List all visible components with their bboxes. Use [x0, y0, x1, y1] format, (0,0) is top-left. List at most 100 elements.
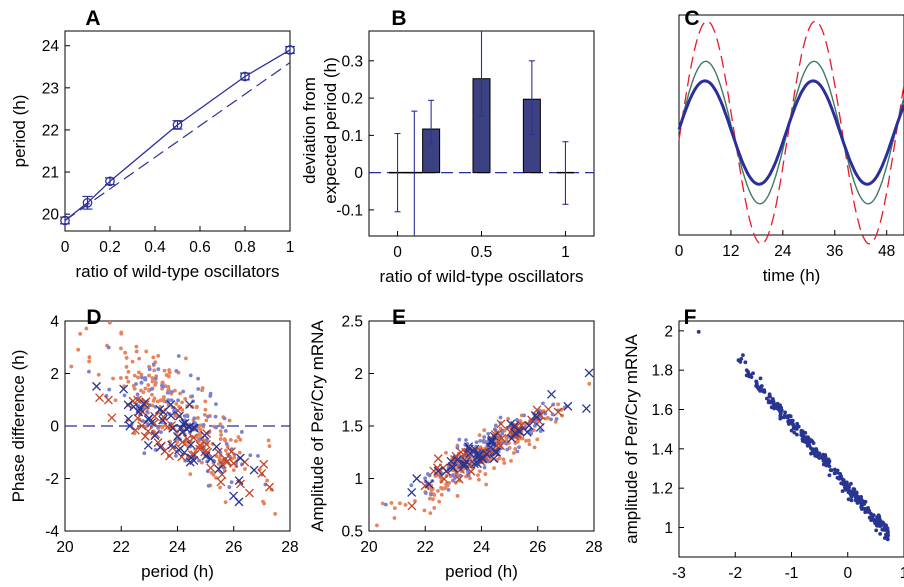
scatter-point-dot — [861, 499, 866, 504]
scatter-point-dot — [126, 379, 131, 384]
scatter-point-dot — [409, 483, 414, 488]
scatter-point-dot — [217, 456, 222, 461]
scatter-point-dot — [153, 380, 158, 385]
scatter-point-cross — [429, 466, 439, 476]
scatter-point-dot — [132, 373, 137, 378]
scatter-point-dot — [853, 498, 858, 503]
x-tick-label: -2 — [728, 565, 742, 582]
y-tick-label: 0 — [354, 165, 363, 182]
scatter-point-dot — [851, 490, 856, 495]
scatter-point-dot — [192, 416, 197, 421]
scatter-point-dot — [176, 398, 181, 403]
scatter-point-cross — [412, 474, 422, 484]
y-tick-label: 0.5 — [341, 524, 363, 541]
scatter-point-cross — [265, 482, 275, 492]
scatter-point-dot — [156, 367, 161, 372]
scatter-point-cross — [167, 440, 177, 450]
y-axis-label-line2: expected period (h) — [321, 57, 340, 203]
scatter-point-dot — [211, 472, 216, 477]
scatter-point-dot — [874, 528, 879, 533]
scatter-point-cross — [133, 395, 143, 405]
scatter-point-dot — [218, 429, 223, 434]
scatter-point-dot — [838, 471, 842, 476]
scatter-point-dot — [743, 360, 748, 365]
x-tick-label: 1 — [286, 239, 295, 256]
y-tick-label: 0.2 — [341, 91, 363, 108]
scatter-point-dot — [859, 494, 863, 499]
scatter-point-cross — [227, 447, 236, 457]
scatter-point-cross — [119, 384, 129, 394]
scatter-point-dot — [741, 353, 745, 358]
scatter-point-dot — [220, 425, 225, 430]
panel-letter: E — [392, 306, 406, 329]
x-tick-label: 0.4 — [144, 239, 166, 256]
y-axis-label: Amplitude of Per/Cry mRNA — [308, 320, 327, 532]
scatter-point-dot — [132, 386, 137, 391]
scatter-point-dot — [795, 432, 799, 437]
y-tick-label: 0.1 — [341, 128, 363, 145]
scatter-point-dot — [227, 485, 232, 489]
scatter-point-dot — [224, 442, 229, 446]
oscillation-curve-red_dash — [678, 20, 904, 245]
scatter-point-dot — [267, 444, 272, 448]
scatter-point-dot — [194, 405, 199, 410]
scatter-point-dot — [223, 448, 228, 453]
data-point — [172, 120, 183, 130]
scatter-point-dot — [87, 359, 92, 364]
scatter-point-cross — [206, 463, 216, 473]
scatter-point-cross — [195, 441, 205, 451]
scatter-point-dot — [822, 459, 827, 464]
scatter-point-dot — [196, 376, 200, 381]
scatter-point-cross — [496, 419, 506, 429]
scatter-point-dot — [392, 516, 397, 520]
scatter-point-cross — [165, 451, 175, 461]
scatter-point-dot — [262, 501, 266, 506]
scatter-point-dot — [430, 486, 435, 491]
scatter-point-dot — [739, 356, 744, 361]
scatter-point-cross — [461, 449, 471, 459]
scatter-point-dot — [141, 419, 145, 423]
scatter-point-dot — [478, 438, 483, 443]
scatter-point-dot — [423, 476, 428, 481]
scatter-point-cross — [229, 458, 239, 468]
scatter-point-cross — [217, 459, 227, 469]
scatter-point-dot — [147, 367, 152, 372]
scatter-point-dot — [202, 412, 207, 417]
scatter-point-dot — [134, 344, 139, 349]
scatter-point-dot — [810, 448, 815, 452]
scatter-point-dot — [198, 427, 203, 432]
scatter-point-dot — [795, 421, 800, 426]
scatter-point-cross — [522, 427, 532, 437]
scatter-point-dot — [474, 440, 479, 445]
x-tick-label: 0.8 — [234, 239, 256, 256]
scatter-point-dot — [188, 373, 193, 378]
scatter-point-dot — [106, 345, 111, 350]
scatter-point-cross — [201, 451, 211, 461]
scatter-point-cross — [553, 407, 563, 417]
scatter-point-dot — [167, 374, 171, 379]
scatter-point-cross — [509, 421, 519, 431]
scatter-point-cross — [454, 474, 464, 484]
x-axis-label: ratio of wild-type oscillators — [75, 262, 279, 281]
scatter-point-dot — [178, 391, 183, 396]
scatter-point-dot — [500, 431, 505, 436]
y-tick-label: 2 — [354, 366, 363, 383]
scatter-point-dot — [111, 376, 115, 381]
scatter-point-dot — [174, 369, 179, 373]
scatter-point-dot — [160, 425, 165, 430]
scatter-point-dot — [134, 349, 139, 354]
scatter-point-cross — [166, 411, 176, 421]
scatter-point-dot — [787, 422, 791, 426]
scatter-point-dot — [807, 437, 812, 442]
scatter-point-dot — [166, 385, 171, 389]
x-tick-label: 0.2 — [99, 239, 121, 256]
scatter-point-dot — [802, 439, 806, 443]
scatter-point-dot — [486, 431, 491, 436]
scatter-point-dot — [183, 396, 188, 401]
scatter-point-dot — [881, 527, 886, 532]
scatter-point-cross — [407, 487, 417, 497]
scatter-point-dot — [736, 358, 741, 363]
x-tick-label: 1 — [900, 565, 904, 582]
scatter-point-dot — [511, 451, 516, 455]
